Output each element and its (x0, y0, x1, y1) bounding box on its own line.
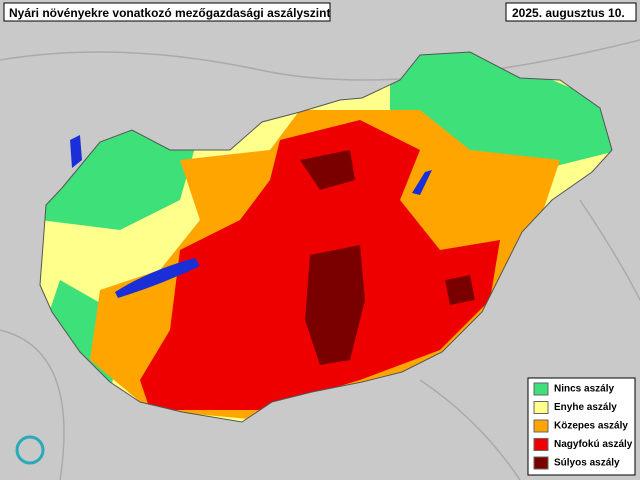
region (300, 150, 355, 190)
lake-ferto (70, 135, 82, 168)
lake-tisza (412, 170, 432, 195)
legend-items: Nincs aszály Enyhe aszály Közepes aszály Na… (533, 382, 633, 470)
region (445, 275, 475, 305)
date: 2025. augusztus 10. (512, 6, 625, 20)
legend-swatch (533, 419, 549, 433)
legend-label: Nincs aszály (554, 384, 614, 395)
legend-label: Enyhe aszály (554, 402, 617, 413)
title: Nyári növényekre vonatkozó mezőgazdasági… (9, 6, 330, 20)
title-box (3, 2, 331, 22)
borders (0, 39, 640, 480)
region (305, 245, 365, 365)
legend-label: Nagyfokú aszály (554, 439, 633, 450)
legend-swatch (533, 438, 549, 451)
legend-swatch (533, 456, 549, 470)
legend-label: Közepes aszály (554, 421, 628, 432)
lake-balaton (115, 258, 200, 298)
date-box (505, 2, 637, 22)
legend-swatch (533, 382, 549, 396)
country-border (39, 51, 613, 423)
legend-label: Súlyos aszály (554, 458, 620, 469)
legend-swatch (533, 401, 549, 414)
logo (15, 435, 45, 465)
